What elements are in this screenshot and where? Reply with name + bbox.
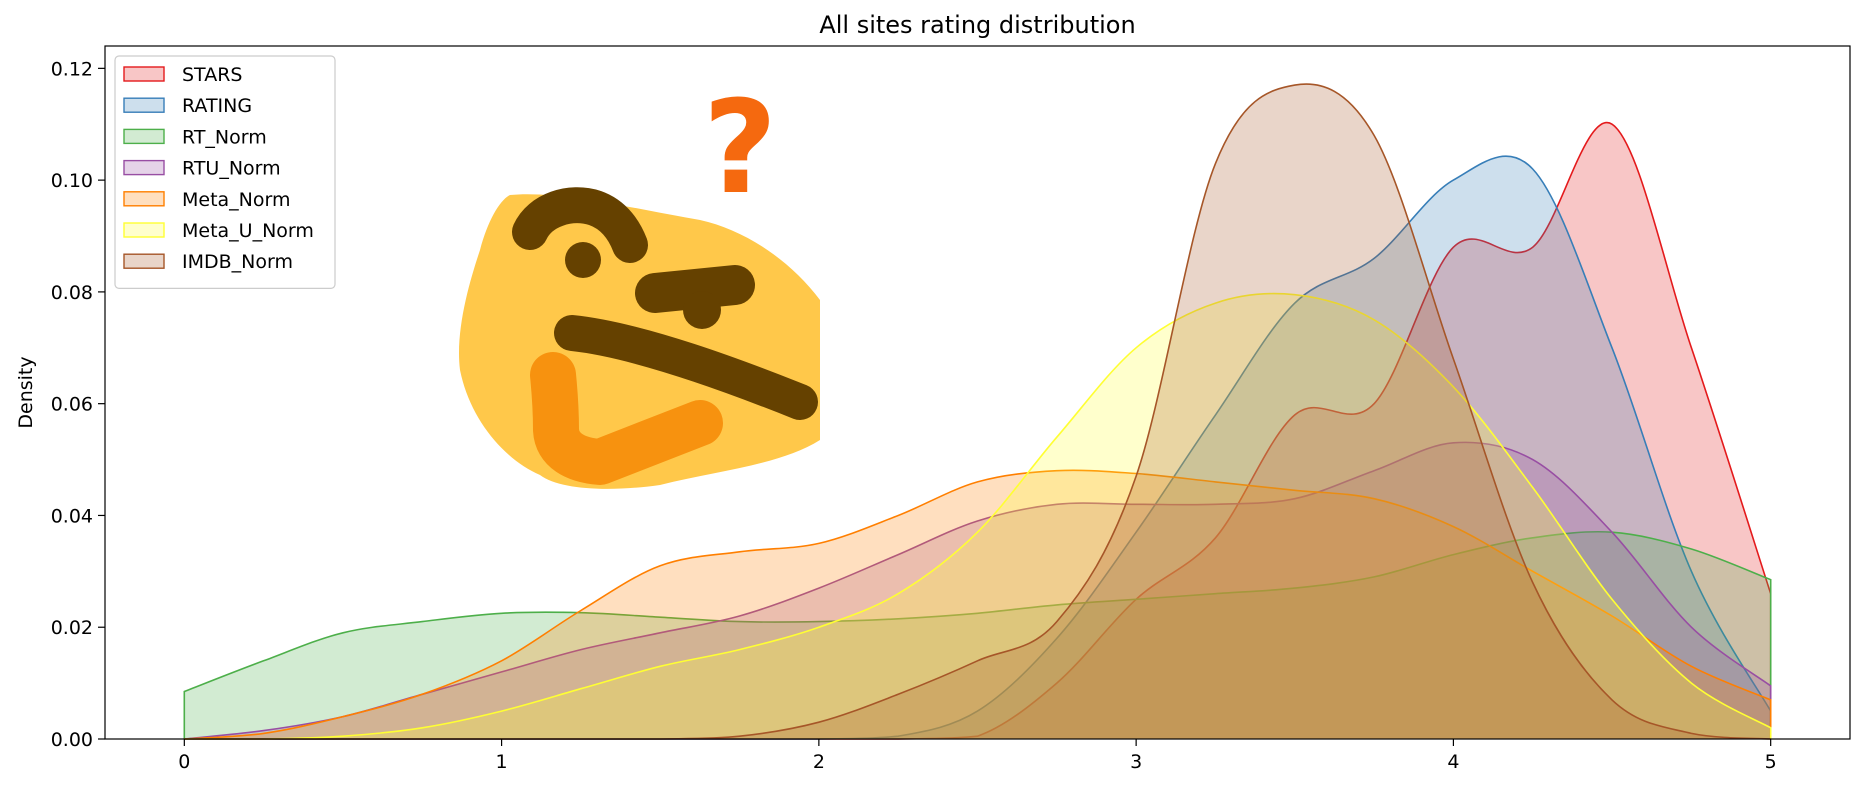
y-tick-label: 0.04 <box>51 505 93 527</box>
legend-label-meta-norm: Meta_Norm <box>182 189 291 211</box>
y-tick-label: 0.06 <box>51 394 93 416</box>
legend: STARS RATING RT_Norm RTU_Norm Meta_Norm Meta_… <box>114 55 336 289</box>
series-area-meta-norm <box>184 470 1771 739</box>
y-tick-label: 0.02 <box>51 617 93 639</box>
emoji-hand <box>530 352 723 485</box>
x-tick-label: 3 <box>1130 751 1142 773</box>
series-area-rt-norm <box>184 531 1771 739</box>
y-axis-label: Density <box>15 356 37 428</box>
legend-swatch-rtu-norm <box>123 159 165 176</box>
y-tick-label: 0.08 <box>51 282 93 304</box>
series-line-meta-u-norm <box>184 292 1772 740</box>
emoji-question-mark: ? <box>703 74 777 223</box>
x-tick-label: 4 <box>1447 751 1459 773</box>
legend-swatch-stars <box>123 66 165 82</box>
x-tick-label: 1 <box>496 751 508 773</box>
chart-title: All sites rating distribution <box>819 11 1135 39</box>
legend-swatch-meta-u-norm <box>123 222 165 238</box>
x-tick-label: 2 <box>813 751 825 773</box>
series-area-stars <box>184 122 1771 739</box>
emoji-eye-right <box>683 291 721 329</box>
legend-label-rtu-norm: RTU_Norm <box>182 158 281 180</box>
legend-frame <box>114 55 336 289</box>
plot-frame <box>104 45 1851 740</box>
y-tick-label: 0.10 <box>51 170 93 192</box>
emoji-eye-brow-right <box>635 265 755 313</box>
x-tick-label: 0 <box>178 751 190 773</box>
series-line-meta-norm <box>184 469 1772 740</box>
series-area-rating <box>184 156 1771 739</box>
emoji-eye-left <box>565 242 601 278</box>
legend-label-imdb-norm: IMDB_Norm <box>182 251 293 273</box>
series-line-rtu-norm <box>184 441 1772 740</box>
legend-swatch-meta-norm <box>123 191 165 207</box>
thinking-face-emoji-icon: ? <box>459 74 820 489</box>
series-area-imdb-norm <box>184 84 1771 740</box>
legend-label-rt-norm: RT_Norm <box>182 126 267 148</box>
series-area-meta-u-norm <box>184 293 1771 739</box>
series-area-rtu-norm <box>184 442 1771 739</box>
legend-swatch-imdb-norm <box>123 253 165 269</box>
legend-swatch-rt-norm <box>123 128 165 145</box>
y-tick-label: 0.12 <box>51 58 93 80</box>
legend-label-rating: RATING <box>182 95 252 117</box>
legend-label-meta-u-norm: Meta_U_Norm <box>182 220 314 242</box>
emoji-eyebrow <box>512 187 648 263</box>
legend-label-stars: STARS <box>182 64 242 86</box>
legend-swatch-rating <box>123 97 165 113</box>
emoji-mouth <box>554 315 818 420</box>
y-tick-label: 0.00 <box>51 729 93 751</box>
axes: 0 1 2 3 4 5 0.00 0.02 0.04 0.06 0.08 0.10 0.12 <box>51 45 1851 773</box>
x-tick-label: 5 <box>1765 751 1777 773</box>
plot-area <box>183 83 1772 740</box>
series-line-rt-norm <box>183 530 1772 739</box>
